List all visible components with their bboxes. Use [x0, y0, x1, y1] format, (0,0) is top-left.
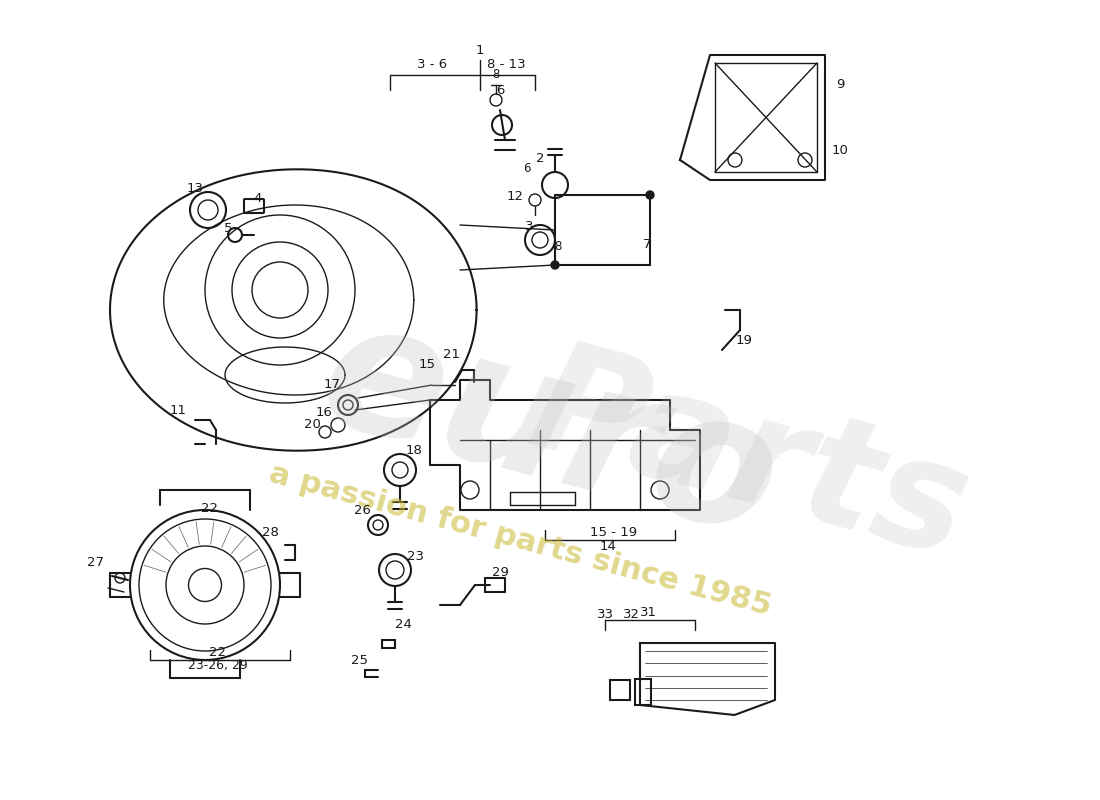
Text: 8: 8 — [493, 67, 499, 81]
Text: 9: 9 — [836, 78, 844, 91]
Text: 33: 33 — [596, 609, 614, 622]
Text: 15 - 19: 15 - 19 — [591, 526, 638, 538]
Text: 4: 4 — [254, 191, 262, 205]
Text: 5: 5 — [223, 222, 232, 234]
Text: 15: 15 — [418, 358, 436, 371]
Text: 19: 19 — [736, 334, 752, 346]
Text: 7: 7 — [642, 238, 651, 251]
Text: 3: 3 — [525, 219, 533, 233]
Text: 17: 17 — [323, 378, 341, 391]
Text: 27: 27 — [87, 555, 103, 569]
Text: 6: 6 — [524, 162, 530, 174]
Text: 6: 6 — [496, 83, 504, 97]
Text: 22: 22 — [201, 502, 219, 514]
Circle shape — [646, 191, 654, 199]
Text: 31: 31 — [639, 606, 657, 618]
Text: 3 - 6: 3 - 6 — [417, 58, 447, 71]
Text: Parts: Parts — [516, 330, 984, 590]
Text: 12: 12 — [506, 190, 524, 202]
Text: 8 - 13: 8 - 13 — [486, 58, 526, 71]
Text: 28: 28 — [262, 526, 278, 538]
Text: 29: 29 — [492, 566, 508, 578]
Text: 32: 32 — [623, 609, 639, 622]
Text: 23-26, 29: 23-26, 29 — [188, 658, 248, 671]
Text: 16: 16 — [316, 406, 332, 418]
Text: 26: 26 — [353, 503, 371, 517]
Text: 13: 13 — [187, 182, 204, 194]
Text: 2: 2 — [536, 151, 544, 165]
Text: 14: 14 — [600, 541, 616, 554]
Text: 23: 23 — [407, 550, 424, 563]
Text: 1: 1 — [475, 43, 484, 57]
Text: 25: 25 — [352, 654, 368, 666]
Text: 18: 18 — [406, 443, 422, 457]
Text: a passion for parts since 1985: a passion for parts since 1985 — [266, 459, 774, 621]
Text: 24: 24 — [395, 618, 411, 631]
Text: 8: 8 — [554, 241, 562, 254]
Text: euro: euro — [304, 285, 796, 575]
Text: 22: 22 — [209, 646, 227, 658]
Text: 11: 11 — [169, 403, 187, 417]
Text: 21: 21 — [442, 349, 460, 362]
Text: 10: 10 — [832, 143, 848, 157]
Text: 20: 20 — [304, 418, 320, 431]
Circle shape — [551, 261, 559, 269]
